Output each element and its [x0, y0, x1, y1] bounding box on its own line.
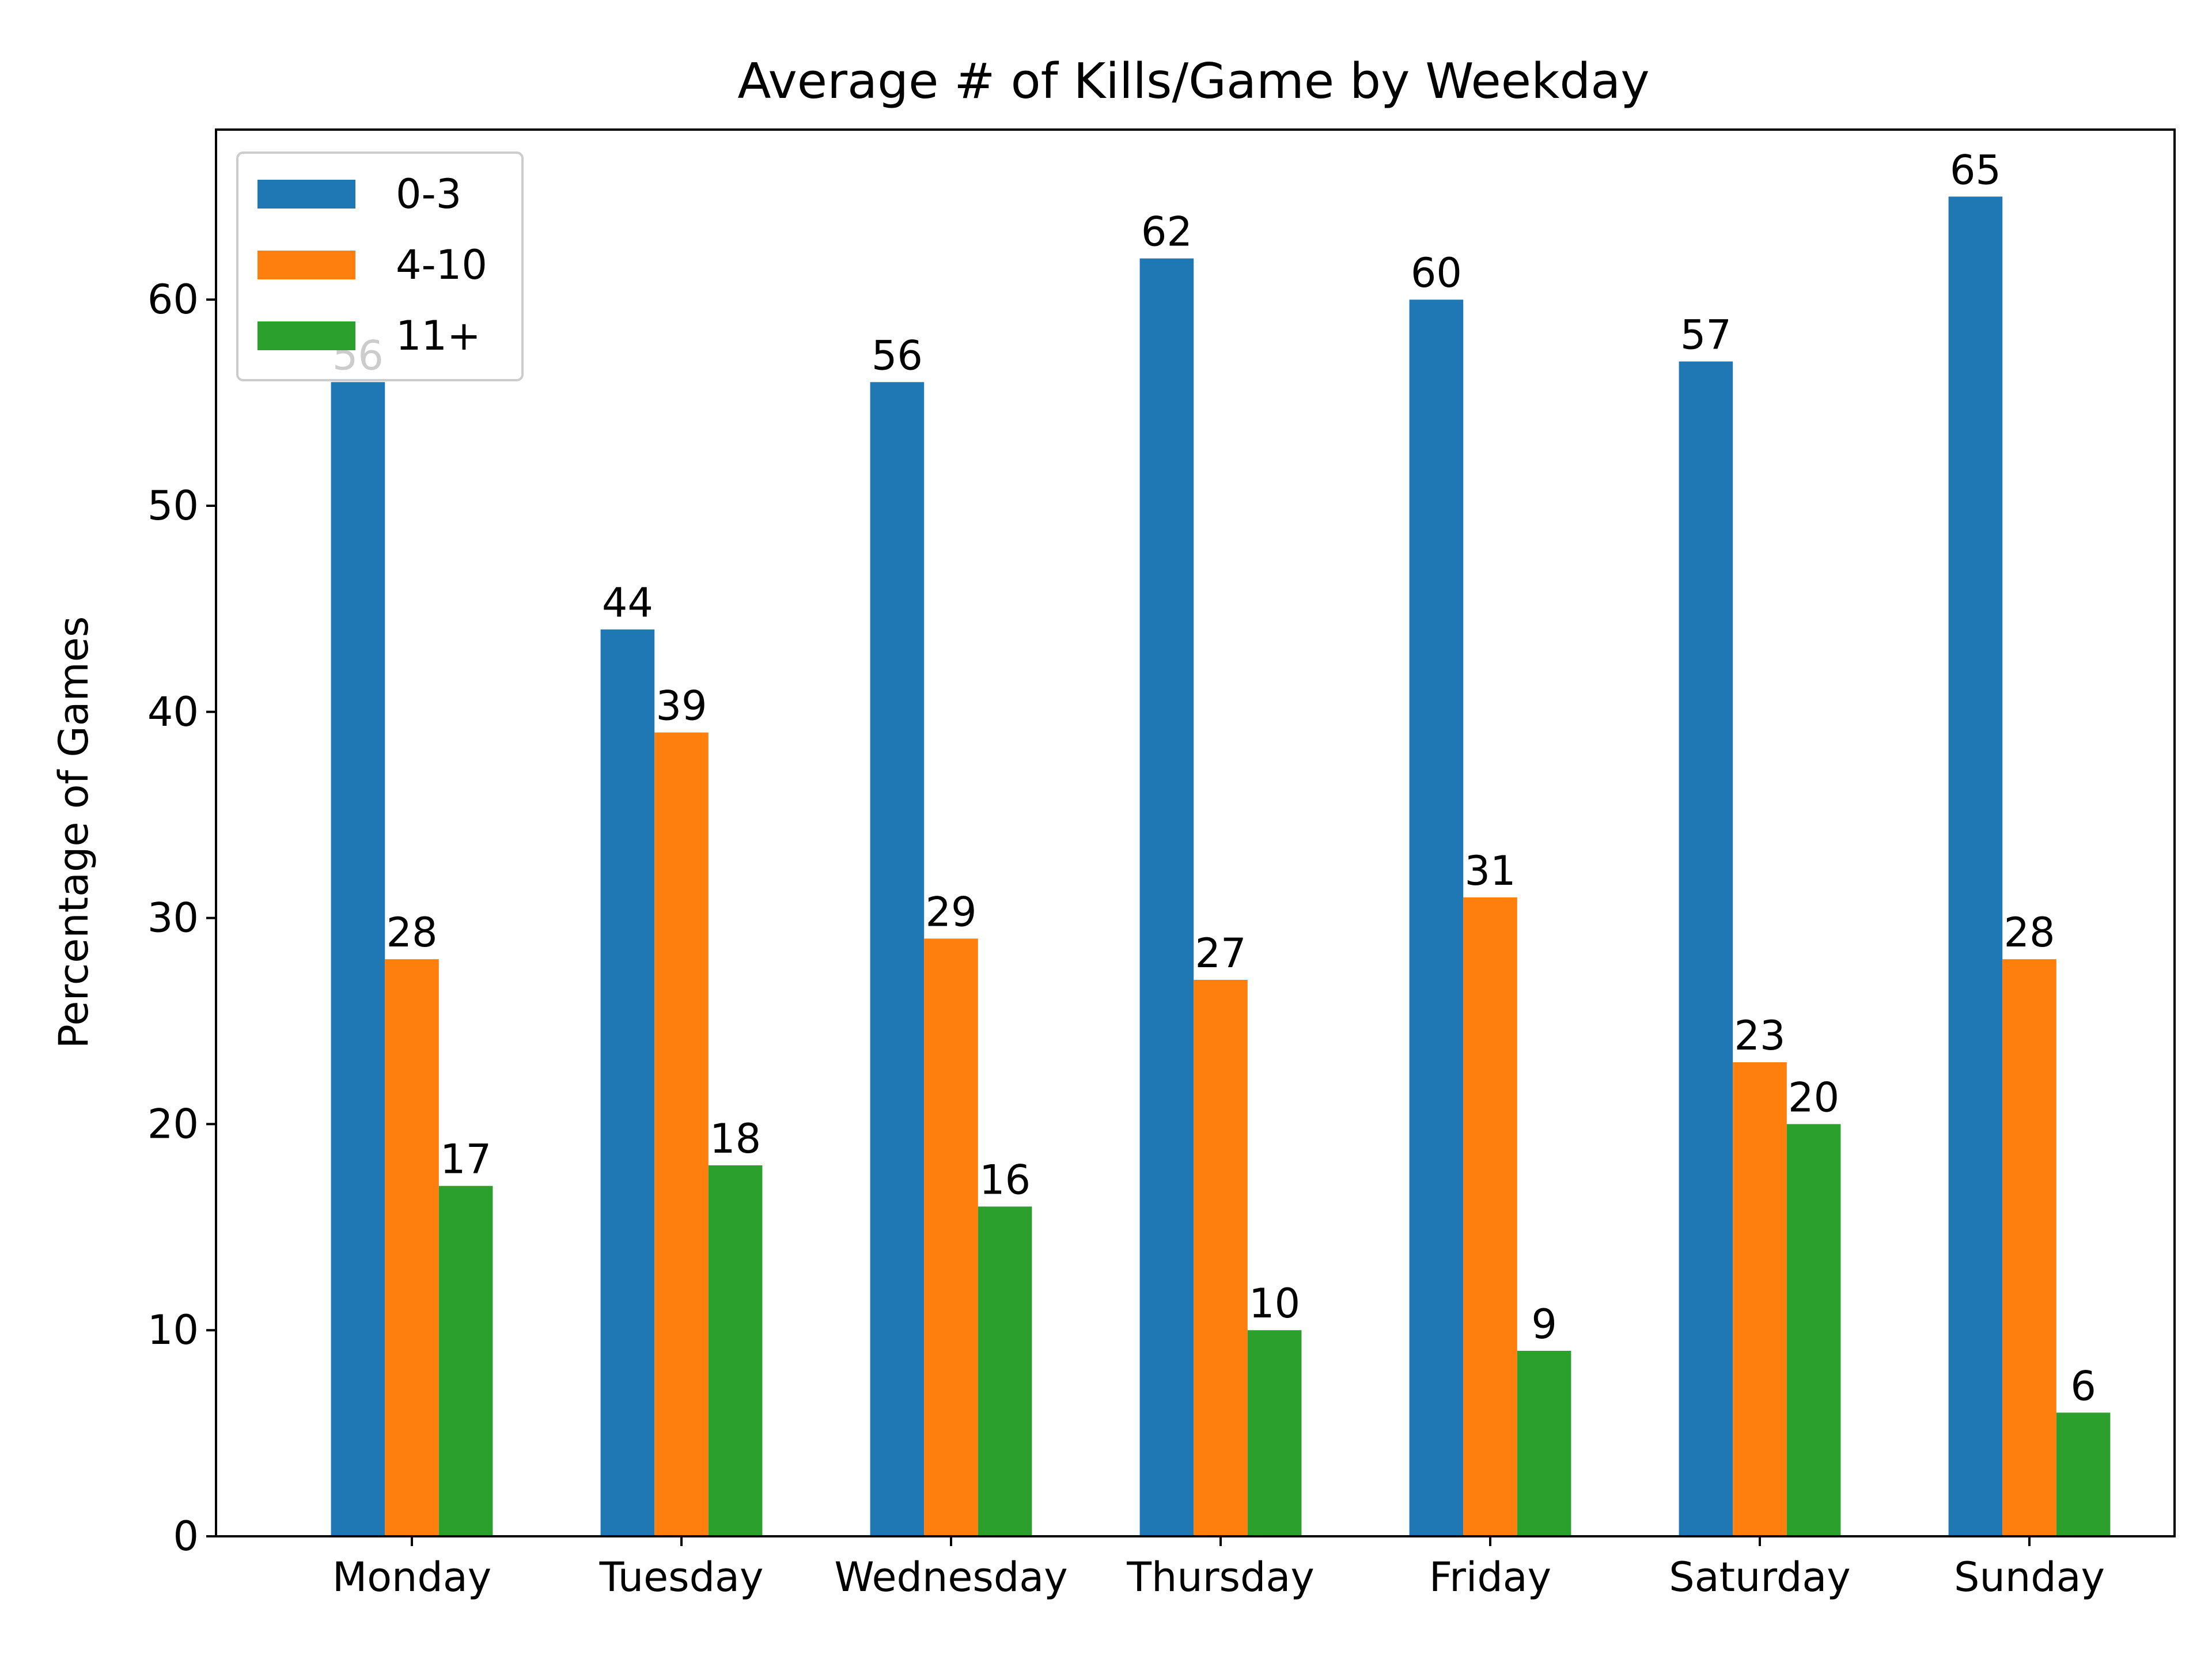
- bar: [331, 382, 385, 1537]
- bar: [600, 629, 655, 1536]
- data-label: 10: [1249, 1280, 1300, 1327]
- data-label: 65: [1950, 146, 2001, 194]
- bar: [654, 732, 709, 1536]
- legend-swatch: [257, 180, 355, 209]
- data-label: 31: [1464, 847, 1516, 895]
- data-label: 9: [1531, 1301, 1557, 1348]
- data-label: 17: [440, 1136, 491, 1183]
- data-label: 39: [656, 683, 707, 730]
- axes: 0 10 20 30 40 50 60 Monday Tuesday Wednesday Thurs…: [147, 128, 2176, 1601]
- bar: [924, 938, 978, 1536]
- chart-title: Average # of Kills/Game by Weekday: [737, 53, 1649, 110]
- bar: [1194, 979, 1248, 1536]
- bar: [1786, 1124, 1841, 1536]
- bar: [870, 382, 925, 1537]
- data-label: 28: [2003, 909, 2055, 956]
- bar: [1679, 361, 1733, 1536]
- data-label: 62: [1141, 209, 1192, 256]
- y-tick-label: 40: [147, 688, 199, 736]
- y-tick-label: 0: [173, 1513, 199, 1560]
- bar: [2002, 959, 2056, 1536]
- data-label: 44: [602, 579, 653, 627]
- data-label: 18: [710, 1115, 761, 1162]
- y-tick-label: 30: [147, 895, 199, 942]
- x-tick-label: Monday: [332, 1554, 491, 1601]
- y-tick-label: 20: [147, 1100, 199, 1147]
- legend-label: 0-3: [396, 171, 461, 218]
- bar: [1139, 258, 1194, 1536]
- bar: [1948, 196, 2003, 1537]
- bar: [1517, 1350, 1571, 1536]
- y-axis-label: Percentage of Games: [50, 616, 97, 1049]
- data-label: 56: [872, 332, 923, 379]
- bar: [708, 1165, 763, 1536]
- x-tick-label: Saturday: [1669, 1554, 1850, 1601]
- bar: [2056, 1412, 2111, 1536]
- y-tick-label: 10: [147, 1306, 199, 1354]
- bar: [1463, 897, 1517, 1536]
- bar: [978, 1206, 1032, 1536]
- data-label: 23: [1734, 1012, 1785, 1059]
- data-label: 28: [386, 909, 437, 956]
- data-label: 16: [979, 1157, 1031, 1204]
- bar: [1733, 1062, 1787, 1536]
- legend-label: 4-10: [396, 241, 487, 289]
- legend-swatch: [257, 321, 355, 350]
- x-tick-label: Sunday: [1954, 1554, 2105, 1601]
- x-tick-label: Friday: [1429, 1554, 1551, 1601]
- legend-swatch: [257, 251, 355, 279]
- x-tick-label: Thursday: [1126, 1554, 1315, 1601]
- bar: [438, 1185, 493, 1536]
- data-label: 20: [1788, 1074, 1839, 1121]
- bar: [1247, 1330, 1302, 1536]
- data-label: 27: [1195, 930, 1246, 977]
- data-label: 57: [1680, 312, 1732, 359]
- value-labels: 5644566260576528392927312328171816109206: [332, 146, 2096, 1410]
- y-tick-label: 50: [147, 482, 199, 529]
- data-label: 60: [1411, 249, 1462, 297]
- y-tick-label: 60: [147, 276, 199, 323]
- bar: [385, 959, 439, 1536]
- bar: [1409, 300, 1464, 1537]
- x-tick-label: Wednesday: [834, 1554, 1067, 1601]
- data-label: 6: [2070, 1362, 2096, 1410]
- legend-label: 11+: [396, 312, 481, 359]
- bars-layer: [331, 196, 2111, 1537]
- legend: 0-3 4-10 11+: [236, 151, 524, 381]
- data-label: 29: [925, 888, 976, 935]
- plot-frame: [215, 128, 2176, 1537]
- x-tick-label: Tuesday: [599, 1554, 764, 1601]
